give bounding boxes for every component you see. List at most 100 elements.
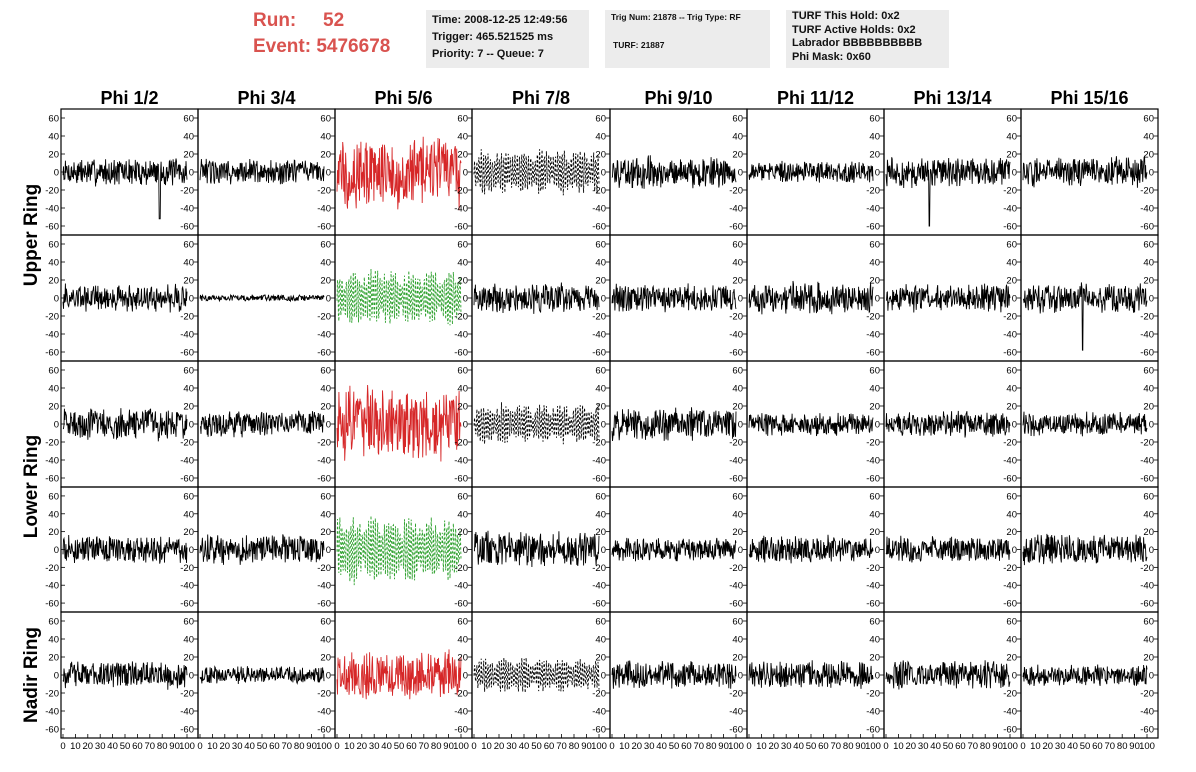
y-tick-label: 0 bbox=[189, 168, 194, 179]
time-info-box: Time: 2008-12-25 12:49:56 Trigger: 465.5… bbox=[426, 10, 589, 68]
x-tick-label: 20 bbox=[769, 741, 780, 752]
y-tick-label: -20 bbox=[1003, 563, 1017, 574]
waveform-trace bbox=[1022, 154, 1148, 188]
y-tick-label: 40 bbox=[595, 509, 606, 520]
y-tick-label: -40 bbox=[45, 707, 59, 718]
run-event-header: Run: 52 Event: 5476678 bbox=[253, 8, 390, 60]
y-tick-label: -20 bbox=[454, 312, 468, 323]
y-tick-label: -60 bbox=[45, 474, 59, 485]
y-tick-label: 40 bbox=[1143, 635, 1154, 646]
waveform-trace bbox=[62, 661, 188, 690]
y-tick-label: -60 bbox=[1003, 599, 1017, 610]
y-tick-label: 0 bbox=[189, 420, 194, 431]
waveform-trace bbox=[748, 534, 874, 564]
y-tick-label: 40 bbox=[732, 132, 743, 143]
y-tick-label: -20 bbox=[1003, 186, 1017, 197]
waveform-trace bbox=[885, 535, 1011, 563]
y-tick-label: 40 bbox=[732, 509, 743, 520]
y-tick-label: 0 bbox=[189, 294, 194, 305]
y-tick-label: 0 bbox=[601, 545, 606, 556]
y-tick-label: -40 bbox=[317, 581, 331, 592]
y-tick-label: 0 bbox=[1012, 168, 1017, 179]
y-tick-label: 0 bbox=[875, 545, 880, 556]
y-tick-label: -40 bbox=[317, 707, 331, 718]
x-tick-label: 50 bbox=[1080, 741, 1091, 752]
y-tick-label: -20 bbox=[180, 186, 194, 197]
y-tick-label: 0 bbox=[875, 168, 880, 179]
x-tick-label: 60 bbox=[269, 741, 280, 752]
y-tick-label: -40 bbox=[729, 204, 743, 215]
y-tick-label: 0 bbox=[875, 671, 880, 682]
x-tick-label: 60 bbox=[955, 741, 966, 752]
y-tick-label: 60 bbox=[732, 491, 743, 502]
y-tick-label: 0 bbox=[875, 420, 880, 431]
y-tick-label: 60 bbox=[457, 366, 468, 377]
x-tick-label: 80 bbox=[431, 741, 442, 752]
ring-label: Upper Ring bbox=[21, 184, 42, 286]
x-tick-label: 10 bbox=[756, 741, 767, 752]
y-tick-label: 0 bbox=[326, 294, 331, 305]
y-tick-label: 20 bbox=[595, 653, 606, 664]
y-tick-label: -60 bbox=[1003, 348, 1017, 359]
y-tick-label: 60 bbox=[1006, 114, 1017, 125]
y-tick-label: 60 bbox=[48, 366, 59, 377]
y-tick-label: -40 bbox=[1003, 330, 1017, 341]
y-tick-label: 0 bbox=[738, 671, 743, 682]
x-tick-label: 100 bbox=[453, 741, 469, 752]
waveform-trace bbox=[1023, 282, 1148, 351]
y-tick-label: -60 bbox=[866, 348, 880, 359]
phi-column-header: Phi 3/4 bbox=[237, 88, 295, 108]
y-tick-label: 20 bbox=[183, 653, 194, 664]
waveform-trace bbox=[473, 657, 600, 693]
x-tick-label: 20 bbox=[220, 741, 231, 752]
x-tick-label: 80 bbox=[1117, 741, 1128, 752]
y-tick-label: 0 bbox=[875, 294, 880, 305]
y-tick-label: -20 bbox=[866, 312, 880, 323]
time-text: Time: 2008-12-25 12:49:56 bbox=[432, 14, 568, 26]
y-tick-label: 0 bbox=[54, 545, 59, 556]
x-tick-label: 20 bbox=[1043, 741, 1054, 752]
y-tick-label: 60 bbox=[320, 491, 331, 502]
y-tick-label: 40 bbox=[457, 384, 468, 395]
y-tick-label: 40 bbox=[183, 258, 194, 269]
y-tick-label: 20 bbox=[183, 527, 194, 538]
x-tick-label: 20 bbox=[632, 741, 643, 752]
waveform-trace bbox=[336, 136, 462, 211]
y-tick-label: -60 bbox=[454, 725, 468, 736]
turf-info-box: TURF This Hold: 0x2 TURF Active Holds: 0… bbox=[786, 10, 949, 68]
waveform-trace bbox=[885, 410, 1011, 438]
y-tick-label: 40 bbox=[595, 258, 606, 269]
y-tick-label: -40 bbox=[1140, 456, 1154, 467]
y-tick-label: -60 bbox=[454, 348, 468, 359]
y-tick-label: -20 bbox=[592, 689, 606, 700]
y-tick-label: 20 bbox=[1006, 527, 1017, 538]
x-tick-label: 10 bbox=[70, 741, 81, 752]
y-tick-label: -40 bbox=[866, 330, 880, 341]
x-tick-label: 90 bbox=[1129, 741, 1140, 752]
y-tick-label: 0 bbox=[1012, 545, 1017, 556]
y-tick-label: 40 bbox=[320, 132, 331, 143]
x-tick-label: 40 bbox=[793, 741, 804, 752]
turf-num-text: TURF: 21887 bbox=[613, 40, 665, 50]
y-tick-label: 20 bbox=[732, 276, 743, 287]
y-tick-label: -40 bbox=[866, 204, 880, 215]
y-tick-label: -40 bbox=[317, 456, 331, 467]
y-tick-label: 60 bbox=[869, 114, 880, 125]
y-tick-label: 60 bbox=[183, 491, 194, 502]
y-tick-label: 0 bbox=[463, 168, 468, 179]
x-tick-label: 80 bbox=[843, 741, 854, 752]
y-tick-label: 0 bbox=[54, 671, 59, 682]
y-tick-label: 60 bbox=[320, 366, 331, 377]
y-tick-label: 20 bbox=[48, 150, 59, 161]
waveform-trace bbox=[748, 160, 874, 183]
y-tick-label: 20 bbox=[1143, 653, 1154, 664]
y-tick-label: -40 bbox=[454, 330, 468, 341]
y-tick-label: -60 bbox=[317, 474, 331, 485]
y-tick-label: 60 bbox=[1143, 617, 1154, 628]
x-tick-label: 40 bbox=[244, 741, 255, 752]
y-tick-label: -60 bbox=[317, 222, 331, 233]
y-tick-label: 60 bbox=[183, 114, 194, 125]
y-tick-label: -20 bbox=[454, 563, 468, 574]
waveform-trace bbox=[336, 649, 462, 700]
waveform-trace bbox=[199, 293, 325, 303]
